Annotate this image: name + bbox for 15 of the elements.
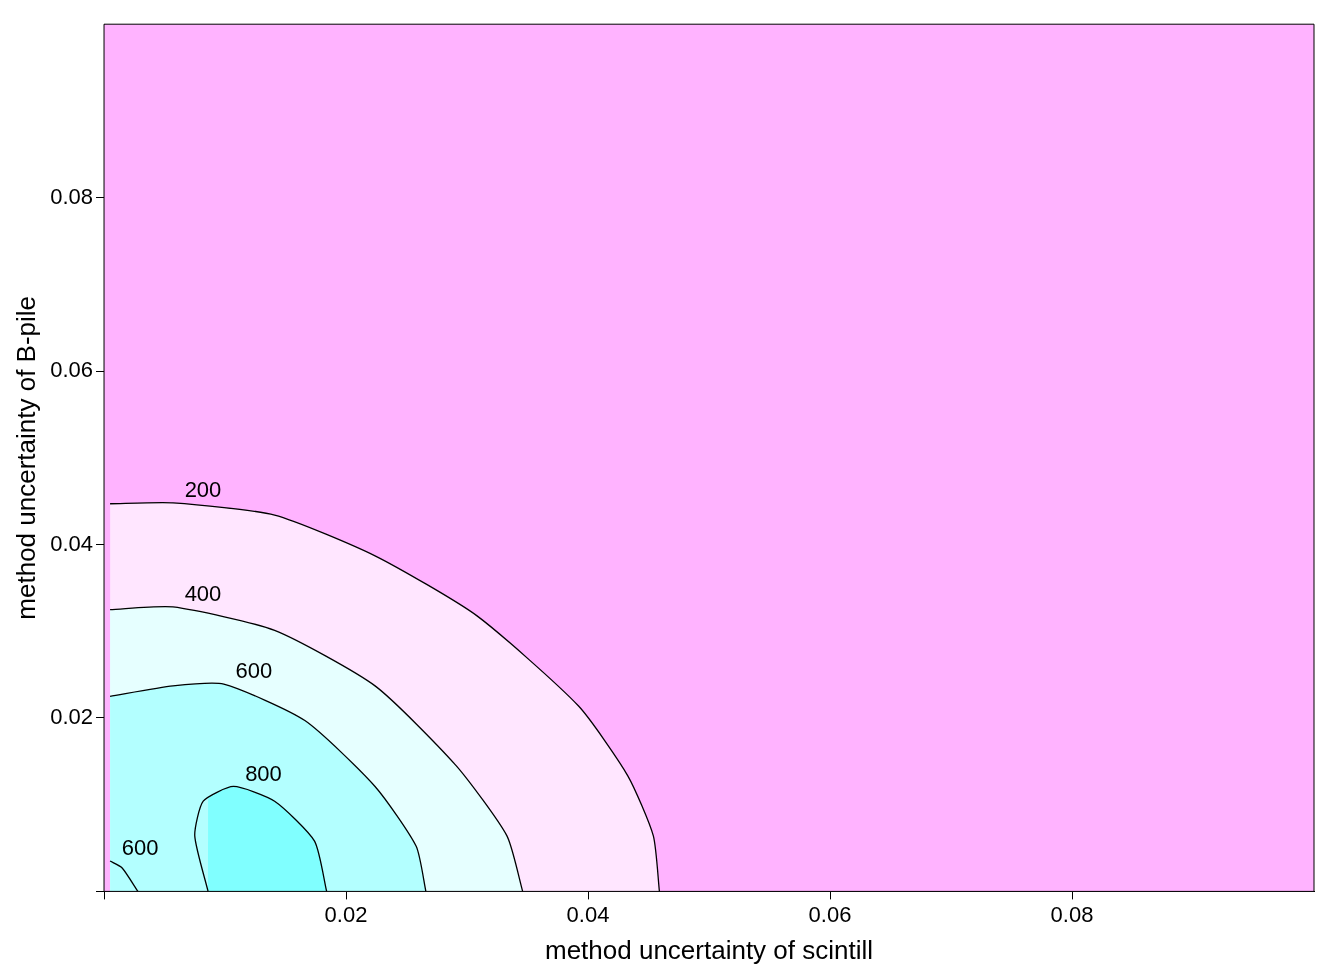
x-tick-label: 0.04: [566, 901, 610, 927]
x-tick-label: 0.06: [808, 901, 852, 927]
y-tick-label: 0.08: [50, 183, 94, 209]
y-tick-label: 0.04: [50, 530, 94, 556]
y-tick-label: 0.02: [50, 704, 94, 730]
series-label: 600: [235, 658, 273, 684]
series-label: 200: [184, 476, 222, 502]
series-label: 400: [184, 581, 222, 607]
x-tick-label: 0.08: [1050, 901, 1094, 927]
series-label: 600: [121, 835, 159, 861]
x-axis-title: method uncertainty of scintill: [544, 934, 874, 965]
series-label: 800: [245, 760, 282, 786]
y-axis-title: method uncertainty of B-pile: [10, 295, 41, 620]
y-tick-label: 0.06: [50, 357, 94, 383]
x-tick-label: 0.02: [324, 901, 368, 927]
